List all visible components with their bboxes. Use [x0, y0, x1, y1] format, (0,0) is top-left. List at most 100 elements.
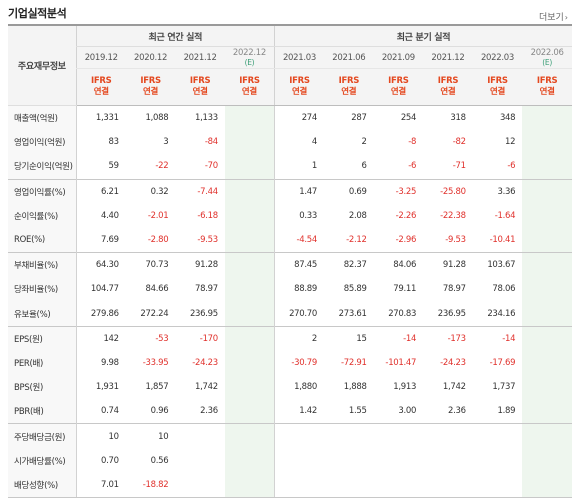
row-label: EPS(원): [8, 325, 77, 351]
annual-cell: [224, 375, 275, 400]
chevron-right-icon: ›: [564, 13, 568, 22]
quarter-cell: [522, 130, 572, 155]
quarter-cell: [522, 399, 572, 424]
table-row: 영업이익(억원) 83 3 -84 4 2 -8 -82 12: [8, 130, 572, 155]
row-label: PBR(배): [8, 399, 77, 424]
annual-cell: 10: [125, 423, 176, 449]
quarter-cell: 2.08: [348, 210, 367, 221]
quarter-cell: [522, 105, 572, 131]
financial-summary-table: 주요재무정보 최근 연간 실적 최근 분기 실적 2019.12 2020.12 2…: [8, 24, 572, 498]
annual-cell: 59: [75, 154, 126, 180]
quarter-cell: 15: [324, 325, 374, 351]
table-row: PBR(배) 0.74 0.96 2.36 1.42 1.55 3.00 2.36 1.89: [8, 399, 572, 424]
quarter-cell: -9.53: [445, 235, 466, 246]
row-label: 당좌비율(%): [8, 277, 77, 302]
quarter-cell: -72.91: [340, 357, 367, 368]
annual-cell: 0.74: [75, 399, 126, 424]
row-label: 유보율(%): [8, 301, 77, 327]
quarter-cell: 103.67: [472, 252, 523, 278]
annual-cell: -9.53: [197, 235, 218, 246]
quarter-cell: 0.33: [273, 203, 325, 228]
quarter-cell: 3.00: [398, 406, 417, 417]
table-row: 시가배당률(%) 0.70 0.56: [8, 448, 572, 473]
quarter-cell: [522, 350, 572, 376]
quarter-cell: [423, 449, 473, 473]
quarter-cell: [324, 449, 374, 473]
ifrs-label: IFRS: [189, 76, 211, 86]
quarter-cell: 82.37: [324, 252, 374, 278]
annual-cell: -18.82: [125, 472, 176, 498]
quarter-cell: 3.36: [472, 178, 523, 204]
more-link[interactable]: 더보기›: [539, 10, 568, 23]
ifrs-basis: IFRS 연결: [373, 68, 424, 106]
row-header-title: 주요재무정보: [8, 24, 77, 106]
annual-cell: 4.40: [75, 203, 126, 228]
quarter-cell: -24.23: [440, 357, 466, 368]
quarter-cell: [373, 423, 424, 449]
ifrs-basis: IFRS 연결: [472, 68, 523, 106]
period-header: 2021.03: [273, 46, 325, 69]
table-row: 주당배당금(원) 10 10: [8, 423, 572, 449]
annual-cell: 84.66: [145, 284, 169, 295]
quarter-cell: -8: [408, 137, 417, 148]
annual-cell: -84: [204, 137, 218, 148]
annual-cell: 0.56: [150, 455, 169, 466]
quarter-cell: 78.97: [442, 284, 466, 295]
row-label: PER(배): [8, 350, 77, 376]
table-row: BPS(원) 1,931 1,857 1,742 1,880 1,888 1,913 1,74…: [8, 375, 572, 400]
quarter-cell: -2.12: [346, 235, 367, 246]
section-title: 기업실적분석: [8, 7, 67, 20]
quarter-cell: -173: [423, 325, 473, 351]
quarter-cell: [522, 277, 572, 302]
annual-cell: [224, 203, 275, 228]
quarter-cell: 1.47: [273, 178, 325, 204]
ifrs-basis: IFRS 연결: [522, 68, 572, 106]
ifrs-basis: IFRS 연결: [224, 68, 275, 106]
quarter-cell: 348: [499, 113, 516, 124]
quarter-cell: -6: [408, 161, 417, 172]
quarter-cell: [324, 423, 374, 449]
consolidated-label: 연결: [241, 87, 257, 97]
quarter-cell: 2: [273, 325, 325, 351]
quarter-cell: -30.79: [273, 350, 325, 376]
quarter-cell: 318: [450, 113, 466, 124]
annual-cell: 0.70: [75, 448, 126, 473]
quarter-cell: [522, 472, 572, 498]
quarter-cell: 1.42: [273, 399, 325, 424]
quarter-cell: [522, 203, 572, 228]
annual-cell: 1,133: [195, 113, 218, 124]
quarter-cell: -22.38: [440, 210, 466, 221]
annual-cell: 70.73: [125, 252, 176, 278]
annual-cell: 1,331: [75, 105, 126, 131]
quarter-cell: -2.26: [395, 210, 417, 221]
annual-cell: [175, 472, 225, 498]
annual-cell: -53: [125, 325, 176, 351]
quarter-cell: 1.89: [497, 406, 516, 417]
annual-cell: 64.30: [75, 252, 126, 278]
period-header: 2021.12: [423, 46, 473, 69]
consolidated-label: 연결: [539, 87, 555, 97]
quarter-cell: -1.64: [494, 210, 516, 221]
quarter-cell: 1.55: [348, 406, 367, 417]
quarter-cell: 2: [361, 137, 367, 148]
period-header: 2021.09: [373, 46, 424, 69]
quarter-cell: 79.11: [393, 284, 417, 295]
table-row: 매출액(억원) 1,331 1,088 1,133 274 287 254 318 348: [8, 105, 572, 131]
quarter-cell: [324, 472, 374, 498]
consolidated-label: 연결: [192, 87, 208, 97]
quarter-cell: 254: [400, 113, 417, 124]
quarter-cell: [273, 448, 325, 473]
annual-cell: [224, 178, 275, 204]
annual-cell: [224, 325, 275, 351]
ifrs-label: IFRS: [437, 76, 459, 86]
annual-cell: -22: [155, 161, 169, 172]
quarter-cell: 12: [505, 137, 516, 148]
consolidated-label: 연결: [291, 87, 307, 97]
ifrs-label: IFRS: [91, 76, 112, 86]
table-row: 영업이익률(%) 6.21 0.32 -7.44 1.47 0.69 -3.25 -25.80…: [8, 178, 572, 204]
annual-cell: [224, 130, 275, 155]
table-row: 순이익률(%) 4.40 -2.01 -6.18 0.33 2.08 -2.26 -22.38…: [8, 203, 572, 228]
ifrs-basis: IFRS 연결: [125, 68, 176, 106]
quarter-cell: [273, 423, 325, 449]
quarter-cell: 84.06: [373, 252, 424, 278]
